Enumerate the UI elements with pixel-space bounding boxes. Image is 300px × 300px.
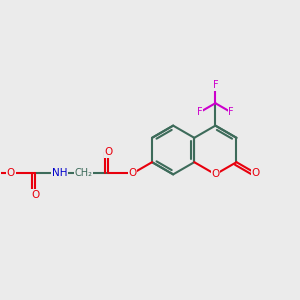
Text: CH₂: CH₂ [75, 168, 93, 178]
Text: O: O [252, 168, 260, 178]
Text: F: F [197, 107, 203, 117]
Text: F: F [213, 80, 218, 90]
Text: O: O [211, 169, 220, 179]
Text: F: F [228, 107, 234, 117]
Text: O: O [104, 147, 112, 157]
Text: O: O [31, 190, 39, 200]
Text: NH: NH [52, 168, 67, 178]
Text: O: O [128, 168, 137, 178]
Text: O: O [7, 168, 15, 178]
